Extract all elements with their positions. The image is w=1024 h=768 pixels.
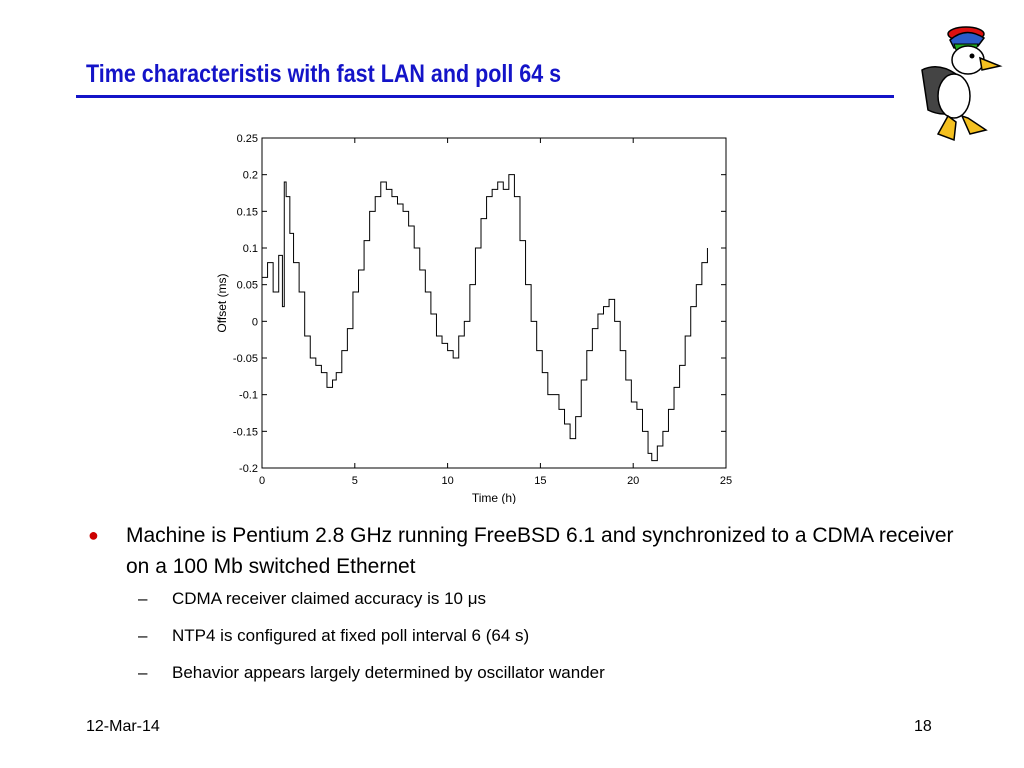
dash-icon: –: [138, 626, 148, 645]
offset-series-line: [262, 174, 708, 462]
y-tick-label: -0.15: [233, 426, 258, 438]
bullet-list: ● Machine is Pentium 2.8 GHz running Fre…: [86, 520, 966, 699]
footer-date: 12-Mar-14: [86, 718, 160, 735]
x-tick-label: 0: [259, 475, 265, 487]
x-tick-label: 25: [720, 475, 732, 487]
y-tick-label: 0.1: [243, 243, 258, 255]
page-number: 18: [914, 718, 932, 735]
x-axis-label: Time (h): [472, 491, 516, 504]
chart-plot-area: 0 5 10 15 20 25 -0.2 -0.15 -0.1 -0.05 0 0.05 0.1 0.15…: [215, 133, 732, 504]
bullet-main-text: Machine is Pentium 2.8 GHz running FreeB…: [126, 524, 954, 578]
y-tick-label: -0.1: [239, 390, 258, 402]
y-tick-label: 0.05: [237, 280, 258, 292]
duck-mascot-icon: [921, 26, 1003, 142]
x-tick-label: 20: [627, 475, 639, 487]
y-tick-label: -0.05: [233, 353, 258, 365]
bullet-sub-1-text: CDMA receiver claimed accuracy is 10 μs: [172, 589, 487, 608]
y-tick-label: 0: [252, 316, 258, 328]
offset-chart: 0 5 10 15 20 25 -0.2 -0.15 -0.1 -0.05 0 0.05 0.1 0.15…: [215, 133, 732, 504]
x-tick-label: 10: [441, 475, 453, 487]
bullet-sub-1: – CDMA receiver claimed accuracy is 10 μ…: [86, 588, 966, 610]
bullet-sub-3: – Behavior appears largely determined by…: [86, 662, 966, 684]
x-tick-label: 5: [352, 475, 358, 487]
dash-icon: –: [138, 663, 148, 682]
bullet-sub-3-text: Behavior appears largely determined by o…: [172, 663, 605, 682]
bullet-dot-icon: ●: [88, 525, 99, 545]
y-axis-label: Offset (ms): [215, 273, 229, 332]
plot-frame: [261, 137, 727, 469]
bullet-main: ● Machine is Pentium 2.8 GHz running Fre…: [86, 520, 966, 582]
y-tick-label: -0.2: [239, 463, 258, 475]
y-tick-label: 0.25: [237, 133, 258, 145]
bullet-sub-2: – NTP4 is configured at fixed poll inter…: [86, 625, 966, 647]
x-tick-label: 15: [534, 475, 546, 487]
slide-title: Time characteristis with fast LAN and po…: [86, 60, 562, 88]
dash-icon: –: [138, 589, 148, 608]
bullet-sub-2-text: NTP4 is configured at fixed poll interva…: [172, 626, 530, 645]
y-tick-label: 0.2: [243, 170, 258, 182]
y-tick-label: 0.15: [237, 206, 258, 218]
title-underline: [76, 95, 894, 98]
